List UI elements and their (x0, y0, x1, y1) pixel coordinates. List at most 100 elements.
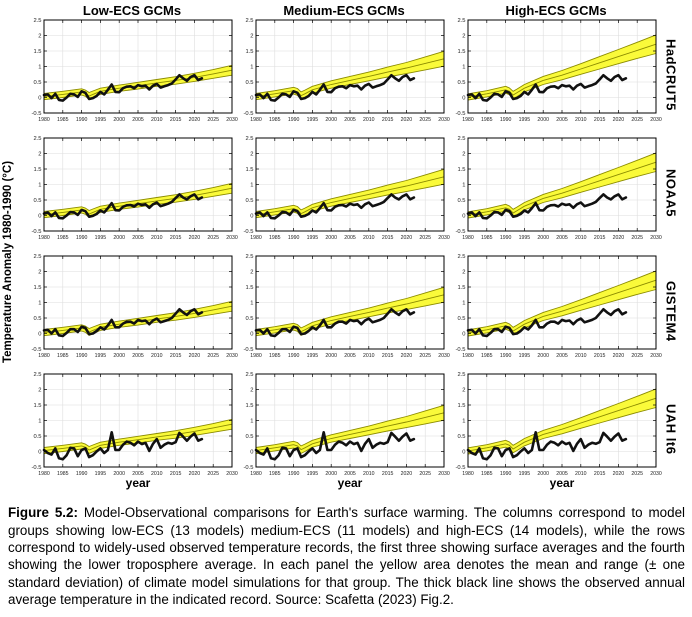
caption-figure-number: Figure 5.2: (8, 505, 78, 521)
svg-text:2000: 2000 (113, 117, 125, 123)
svg-text:2020: 2020 (401, 353, 413, 359)
svg-text:1.5: 1.5 (245, 49, 253, 55)
svg-text:1990: 1990 (500, 471, 512, 477)
svg-text:1990: 1990 (76, 353, 88, 359)
chart-panel: 1980 1985 1990 1995 2000 2005 2010 2015 2020 2025… (244, 254, 450, 359)
svg-text:2030: 2030 (650, 117, 662, 123)
svg-text:1990: 1990 (500, 353, 512, 359)
svg-text:1980: 1980 (462, 235, 474, 241)
svg-text:1980: 1980 (250, 471, 262, 477)
svg-text:-0.5: -0.5 (32, 229, 42, 235)
svg-text:2: 2 (250, 34, 253, 40)
svg-text:1990: 1990 (288, 117, 300, 123)
svg-text:-0.5: -0.5 (32, 347, 42, 353)
svg-text:2.5: 2.5 (245, 18, 253, 24)
svg-text:0.5: 0.5 (33, 80, 41, 86)
chart-panel: 1980 1985 1990 1995 2000 2005 2010 2015 2020 2025… (456, 18, 662, 123)
svg-text:2.5: 2.5 (457, 136, 465, 142)
svg-text:1: 1 (38, 419, 41, 425)
column-title-low-ecs: Low-ECS GCMs (82, 3, 182, 18)
svg-text:2025: 2025 (631, 235, 643, 241)
svg-text:1: 1 (250, 419, 253, 425)
svg-text:2000: 2000 (113, 353, 125, 359)
svg-text:2030: 2030 (650, 353, 662, 359)
chart-panel: 1980 1985 1990 1995 2000 2005 2010 2015 2020 2025… (32, 372, 238, 477)
svg-text:1995: 1995 (95, 353, 107, 359)
svg-text:-0.5: -0.5 (32, 465, 42, 471)
svg-text:1990: 1990 (76, 471, 88, 477)
svg-text:1985: 1985 (481, 117, 493, 123)
svg-text:2020: 2020 (613, 117, 625, 123)
svg-text:2010: 2010 (363, 117, 375, 123)
svg-text:2005: 2005 (132, 235, 144, 241)
svg-text:2020: 2020 (613, 471, 625, 477)
svg-text:0.5: 0.5 (457, 316, 465, 322)
svg-text:-0.5: -0.5 (456, 465, 466, 471)
column-title-medium-ecs: Medium-ECS GCMs (283, 3, 405, 18)
svg-text:1.5: 1.5 (245, 285, 253, 291)
svg-text:2005: 2005 (344, 117, 356, 123)
svg-text:0: 0 (38, 332, 41, 338)
svg-text:1.5: 1.5 (245, 403, 253, 409)
svg-text:2020: 2020 (401, 235, 413, 241)
svg-text:1995: 1995 (307, 471, 319, 477)
svg-text:1990: 1990 (288, 353, 300, 359)
svg-text:1.5: 1.5 (245, 167, 253, 173)
svg-text:2005: 2005 (344, 471, 356, 477)
svg-text:0: 0 (250, 214, 253, 220)
svg-text:2000: 2000 (113, 235, 125, 241)
svg-text:2030: 2030 (226, 235, 238, 241)
svg-text:2015: 2015 (170, 353, 182, 359)
svg-text:1: 1 (250, 65, 253, 71)
svg-text:2030: 2030 (438, 471, 450, 477)
svg-text:2015: 2015 (170, 117, 182, 123)
svg-text:1995: 1995 (519, 353, 531, 359)
y-axis-label: Temperature Anomaly 1980-1990 (°C) (2, 160, 14, 364)
svg-text:2: 2 (250, 270, 253, 276)
svg-text:0.5: 0.5 (457, 80, 465, 86)
row-label-uah-lt6: UAH lt6 (663, 403, 679, 455)
svg-text:1980: 1980 (38, 471, 50, 477)
svg-text:1980: 1980 (38, 353, 50, 359)
svg-text:2025: 2025 (419, 117, 431, 123)
svg-text:2010: 2010 (151, 471, 163, 477)
svg-text:2000: 2000 (325, 117, 337, 123)
svg-text:1985: 1985 (269, 117, 281, 123)
chart-panel: 1980 1985 1990 1995 2000 2005 2010 2015 2020 2025… (244, 372, 450, 477)
svg-text:2010: 2010 (363, 471, 375, 477)
svg-text:1.5: 1.5 (457, 285, 465, 291)
svg-text:2025: 2025 (207, 235, 219, 241)
svg-text:-0.5: -0.5 (456, 229, 466, 235)
svg-text:1.5: 1.5 (33, 167, 41, 173)
svg-text:1: 1 (250, 183, 253, 189)
svg-text:1.5: 1.5 (33, 285, 41, 291)
svg-text:2010: 2010 (151, 235, 163, 241)
svg-text:-0.5: -0.5 (244, 229, 254, 235)
svg-text:2015: 2015 (382, 235, 394, 241)
svg-text:2: 2 (462, 152, 465, 158)
svg-text:2: 2 (38, 152, 41, 158)
chart-panel: 1980 1985 1990 1995 2000 2005 2010 2015 2020 2025… (32, 136, 238, 241)
svg-text:2030: 2030 (226, 117, 238, 123)
svg-text:2030: 2030 (438, 353, 450, 359)
svg-text:0.5: 0.5 (245, 316, 253, 322)
svg-text:2010: 2010 (151, 117, 163, 123)
svg-text:1.5: 1.5 (33, 403, 41, 409)
svg-text:2020: 2020 (401, 117, 413, 123)
svg-text:2: 2 (462, 34, 465, 40)
row-label-gistem4: GISTEM4 (663, 280, 679, 342)
chart-panel: 1980 1985 1990 1995 2000 2005 2010 2015 2020 2025… (456, 254, 662, 359)
svg-text:1985: 1985 (57, 117, 69, 123)
svg-text:2020: 2020 (613, 353, 625, 359)
svg-text:2005: 2005 (556, 353, 568, 359)
svg-text:1.5: 1.5 (33, 49, 41, 55)
svg-text:1: 1 (250, 301, 253, 307)
svg-text:2015: 2015 (170, 235, 182, 241)
svg-text:2015: 2015 (594, 353, 606, 359)
svg-text:2.5: 2.5 (33, 254, 41, 260)
svg-text:1995: 1995 (519, 117, 531, 123)
svg-text:1995: 1995 (519, 235, 531, 241)
svg-text:2005: 2005 (132, 117, 144, 123)
svg-text:2025: 2025 (631, 353, 643, 359)
svg-text:1: 1 (38, 301, 41, 307)
